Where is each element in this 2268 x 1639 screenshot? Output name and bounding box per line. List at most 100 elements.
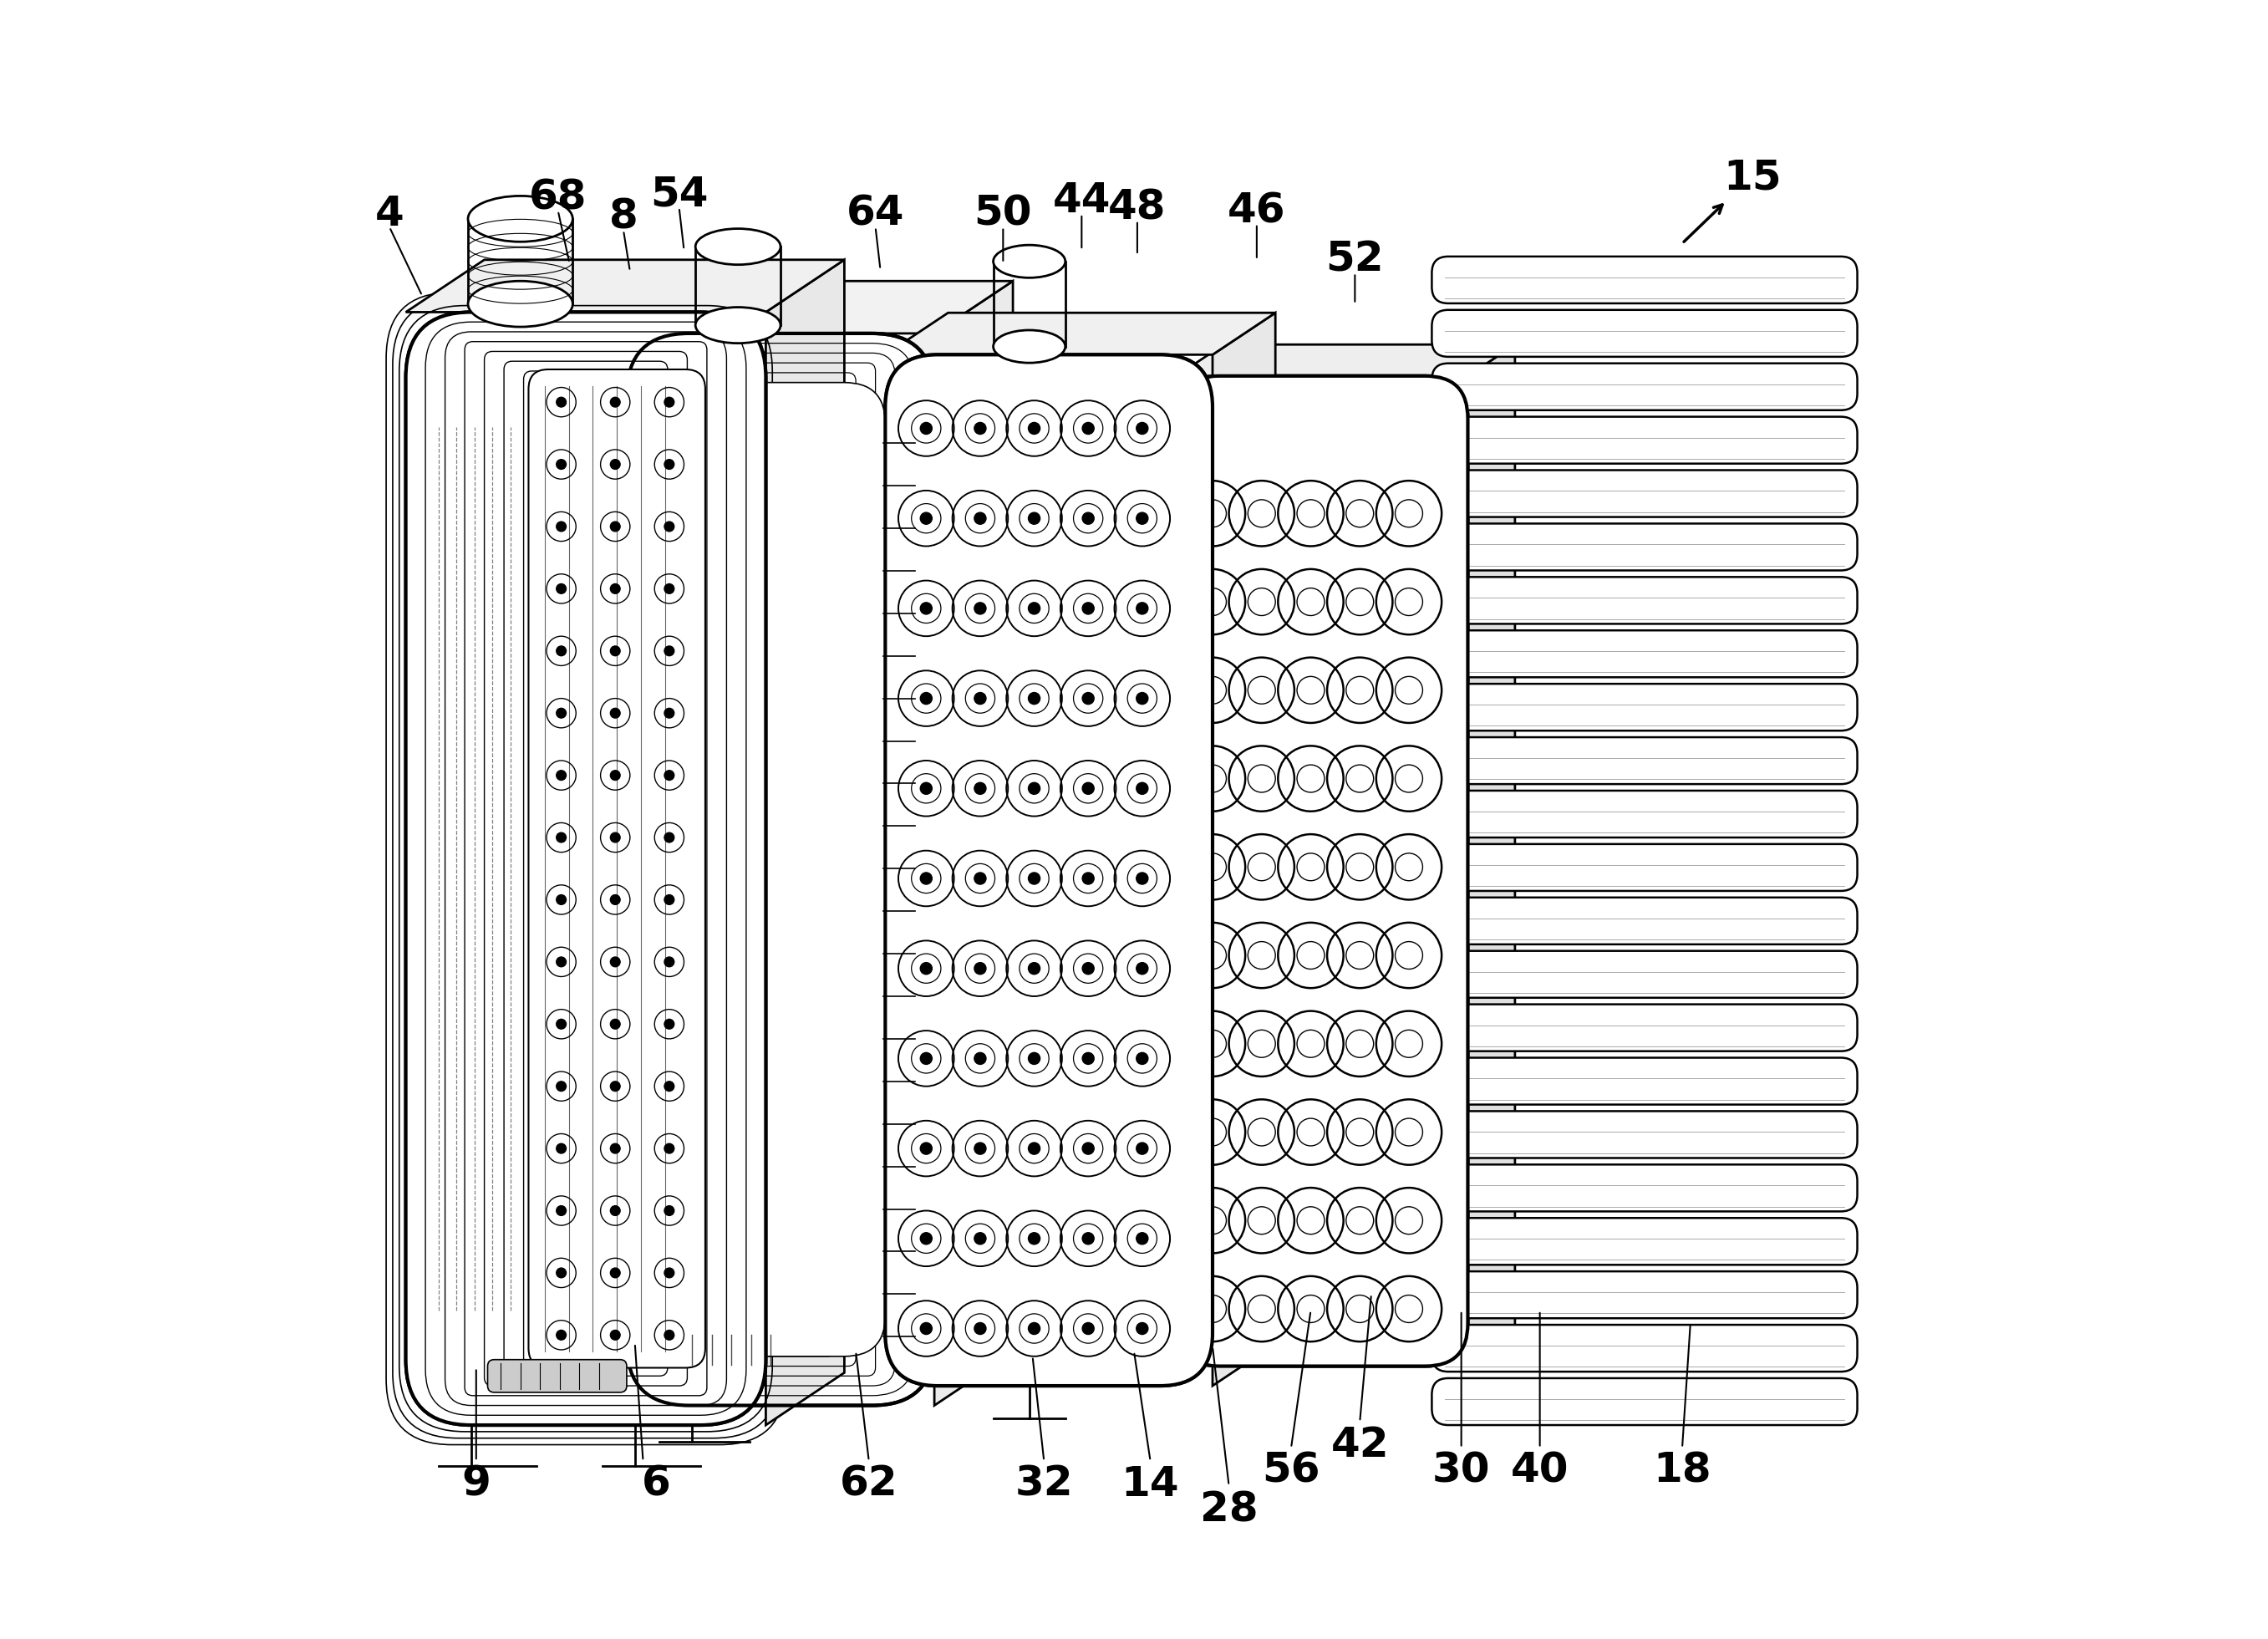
Circle shape: [921, 423, 932, 434]
Text: 15: 15: [1724, 157, 1783, 198]
Circle shape: [556, 521, 567, 531]
Circle shape: [1136, 962, 1148, 974]
Circle shape: [1027, 1233, 1041, 1244]
Circle shape: [975, 1052, 987, 1064]
Circle shape: [665, 770, 674, 780]
Circle shape: [610, 770, 619, 780]
Circle shape: [1027, 693, 1041, 705]
Circle shape: [1027, 513, 1041, 524]
Circle shape: [921, 872, 932, 885]
Circle shape: [1136, 693, 1148, 705]
Circle shape: [665, 459, 674, 469]
Circle shape: [665, 1019, 674, 1029]
Circle shape: [1082, 962, 1093, 974]
FancyBboxPatch shape: [1431, 1005, 1857, 1051]
Circle shape: [1027, 423, 1041, 434]
Circle shape: [556, 459, 567, 469]
FancyBboxPatch shape: [1431, 1057, 1857, 1105]
Ellipse shape: [696, 306, 780, 343]
Polygon shape: [885, 313, 1275, 354]
Text: 8: 8: [608, 197, 637, 238]
FancyBboxPatch shape: [1431, 364, 1857, 410]
FancyBboxPatch shape: [1431, 256, 1857, 303]
FancyBboxPatch shape: [1431, 631, 1857, 677]
Circle shape: [1027, 782, 1041, 795]
Circle shape: [610, 583, 619, 593]
Circle shape: [1027, 603, 1041, 615]
Ellipse shape: [696, 229, 780, 264]
Circle shape: [556, 770, 567, 780]
Text: 46: 46: [1227, 190, 1286, 231]
Circle shape: [1027, 872, 1041, 885]
Circle shape: [610, 1206, 619, 1216]
FancyBboxPatch shape: [1431, 683, 1857, 731]
Text: 30: 30: [1433, 1451, 1490, 1491]
FancyBboxPatch shape: [676, 382, 885, 1357]
FancyBboxPatch shape: [1431, 738, 1857, 783]
Text: 68: 68: [528, 177, 587, 218]
Circle shape: [1027, 1052, 1041, 1064]
Text: 42: 42: [1331, 1424, 1388, 1465]
Circle shape: [1082, 782, 1093, 795]
Circle shape: [1136, 1233, 1148, 1244]
Circle shape: [1027, 1323, 1041, 1334]
Circle shape: [556, 1082, 567, 1092]
FancyBboxPatch shape: [1431, 1378, 1857, 1424]
Circle shape: [556, 895, 567, 905]
Circle shape: [1136, 603, 1148, 615]
Text: 52: 52: [1327, 239, 1383, 280]
Circle shape: [921, 603, 932, 615]
Circle shape: [1136, 1142, 1148, 1154]
Circle shape: [556, 1269, 567, 1278]
Circle shape: [610, 708, 619, 718]
FancyBboxPatch shape: [1431, 523, 1857, 570]
Circle shape: [665, 708, 674, 718]
Text: 56: 56: [1261, 1451, 1320, 1491]
Circle shape: [1136, 1052, 1148, 1064]
Circle shape: [556, 957, 567, 967]
Circle shape: [921, 962, 932, 974]
Circle shape: [665, 1144, 674, 1154]
Circle shape: [665, 957, 674, 967]
FancyBboxPatch shape: [406, 311, 767, 1424]
Circle shape: [975, 693, 987, 705]
Circle shape: [975, 962, 987, 974]
Text: 28: 28: [1200, 1490, 1259, 1531]
Circle shape: [975, 1323, 987, 1334]
Circle shape: [665, 521, 674, 531]
Text: 64: 64: [846, 193, 905, 234]
FancyBboxPatch shape: [528, 369, 705, 1369]
Circle shape: [556, 708, 567, 718]
Circle shape: [1136, 1323, 1148, 1334]
Circle shape: [556, 646, 567, 656]
FancyBboxPatch shape: [1431, 844, 1857, 892]
Circle shape: [975, 782, 987, 795]
Circle shape: [556, 397, 567, 406]
Circle shape: [610, 895, 619, 905]
Circle shape: [556, 1331, 567, 1341]
Circle shape: [665, 833, 674, 842]
Circle shape: [556, 1144, 567, 1154]
Circle shape: [1082, 1142, 1093, 1154]
Text: 14: 14: [1120, 1464, 1179, 1505]
FancyBboxPatch shape: [488, 1360, 626, 1393]
Text: 54: 54: [651, 174, 708, 215]
Circle shape: [610, 1019, 619, 1029]
Text: 4: 4: [374, 193, 404, 234]
Circle shape: [665, 1269, 674, 1278]
Circle shape: [1082, 693, 1093, 705]
Circle shape: [1082, 1323, 1093, 1334]
Circle shape: [1136, 423, 1148, 434]
Circle shape: [921, 1233, 932, 1244]
Circle shape: [975, 1233, 987, 1244]
Text: 6: 6: [642, 1464, 671, 1505]
Circle shape: [921, 1052, 932, 1064]
Circle shape: [1027, 962, 1041, 974]
Circle shape: [556, 1019, 567, 1029]
Circle shape: [610, 646, 619, 656]
Circle shape: [921, 693, 932, 705]
FancyBboxPatch shape: [1431, 470, 1857, 516]
Circle shape: [610, 1269, 619, 1278]
FancyBboxPatch shape: [626, 333, 934, 1405]
Polygon shape: [626, 280, 1014, 333]
